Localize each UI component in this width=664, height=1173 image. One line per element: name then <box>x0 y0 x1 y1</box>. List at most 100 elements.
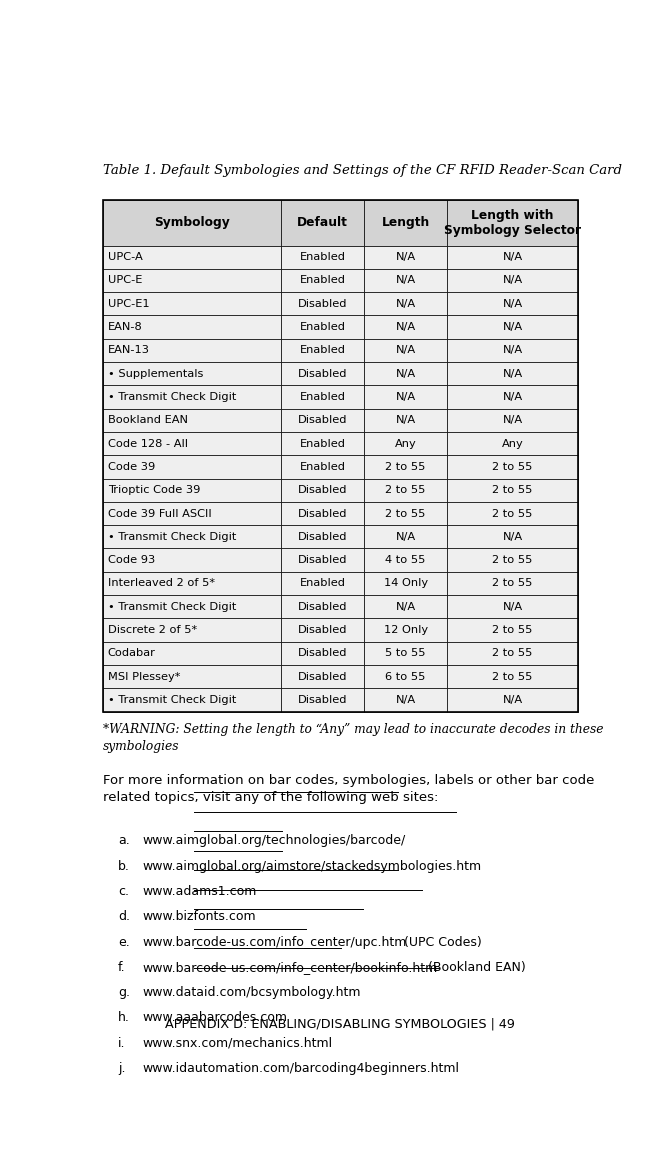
Text: MSI Plessey*: MSI Plessey* <box>108 672 180 682</box>
Text: www.aaabarcodes.com: www.aaabarcodes.com <box>143 1011 288 1024</box>
Text: 2 to 55: 2 to 55 <box>493 649 533 658</box>
Bar <box>102 571 281 595</box>
Bar <box>448 689 578 712</box>
Text: N/A: N/A <box>503 368 523 379</box>
Bar <box>102 665 281 689</box>
Bar <box>364 362 448 386</box>
Text: Interleaved 2 of 5*: Interleaved 2 of 5* <box>108 578 214 589</box>
Bar <box>102 386 281 408</box>
Bar <box>448 432 578 455</box>
Text: Any: Any <box>502 439 523 448</box>
Text: UPC-E: UPC-E <box>108 276 142 285</box>
Bar <box>281 618 364 642</box>
Text: d.: d. <box>118 910 130 923</box>
Text: N/A: N/A <box>503 276 523 285</box>
Bar <box>364 455 448 479</box>
Text: 5 to 55: 5 to 55 <box>385 649 426 658</box>
Text: EAN-13: EAN-13 <box>108 345 149 355</box>
Text: N/A: N/A <box>396 694 416 705</box>
Text: 14 Only: 14 Only <box>384 578 428 589</box>
Text: N/A: N/A <box>503 694 523 705</box>
Text: (UPC Codes): (UPC Codes) <box>400 936 482 949</box>
Text: www.barcode-us.com/info_center/upc.htm: www.barcode-us.com/info_center/upc.htm <box>143 936 407 949</box>
Text: c.: c. <box>118 884 129 899</box>
Bar <box>102 339 281 362</box>
Text: N/A: N/A <box>396 392 416 402</box>
Text: 12 Only: 12 Only <box>384 625 428 635</box>
Text: Disabled: Disabled <box>297 531 347 542</box>
Bar <box>448 245 578 269</box>
Text: 6 to 55: 6 to 55 <box>386 672 426 682</box>
Text: N/A: N/A <box>396 345 416 355</box>
Text: www.idautomation.com/barcoding4beginners.html: www.idautomation.com/barcoding4beginners… <box>143 1062 459 1074</box>
Text: Any: Any <box>395 439 416 448</box>
Text: APPENDIX D: ENABLING/DISABLING SYMBOLOGIES | 49: APPENDIX D: ENABLING/DISABLING SYMBOLOGI… <box>165 1018 515 1031</box>
Text: Enabled: Enabled <box>299 276 345 285</box>
Bar <box>448 571 578 595</box>
Text: Bookland EAN: Bookland EAN <box>108 415 188 426</box>
Text: 2 to 55: 2 to 55 <box>493 486 533 495</box>
Text: EAN-8: EAN-8 <box>108 323 143 332</box>
Text: f.: f. <box>118 961 125 974</box>
Text: www.bizfonts.com: www.bizfonts.com <box>143 910 256 923</box>
Text: UPC-E1: UPC-E1 <box>108 299 149 308</box>
Bar <box>281 292 364 316</box>
Text: Trioptic Code 39: Trioptic Code 39 <box>108 486 200 495</box>
Text: 4 to 55: 4 to 55 <box>386 555 426 565</box>
Bar <box>364 642 448 665</box>
Text: www.aimglobal.org/technologies/barcode/: www.aimglobal.org/technologies/barcode/ <box>143 834 406 847</box>
Text: Disabled: Disabled <box>297 509 347 518</box>
Bar <box>281 245 364 269</box>
Bar <box>102 595 281 618</box>
Text: a.: a. <box>118 834 129 847</box>
Bar <box>281 362 364 386</box>
Bar <box>448 292 578 316</box>
Text: • Transmit Check Digit: • Transmit Check Digit <box>108 602 236 612</box>
Bar <box>102 408 281 432</box>
Bar <box>448 549 578 571</box>
Text: www.barcode-us.com/info_center/bookinfo.htm: www.barcode-us.com/info_center/bookinfo.… <box>143 961 438 974</box>
Text: Disabled: Disabled <box>297 368 347 379</box>
Bar <box>364 316 448 339</box>
Bar <box>281 502 364 526</box>
Text: Enabled: Enabled <box>299 345 345 355</box>
Bar <box>281 201 364 245</box>
Bar <box>281 432 364 455</box>
Text: Disabled: Disabled <box>297 555 347 565</box>
Bar <box>448 362 578 386</box>
Text: N/A: N/A <box>503 602 523 612</box>
Text: Enabled: Enabled <box>299 439 345 448</box>
Text: Disabled: Disabled <box>297 486 347 495</box>
Text: Enabled: Enabled <box>299 392 345 402</box>
Bar <box>364 549 448 571</box>
Bar <box>281 316 364 339</box>
Text: e.: e. <box>118 936 129 949</box>
Bar <box>364 689 448 712</box>
Text: N/A: N/A <box>396 323 416 332</box>
Bar <box>448 408 578 432</box>
Bar <box>281 642 364 665</box>
Text: Disabled: Disabled <box>297 625 347 635</box>
Text: N/A: N/A <box>503 252 523 263</box>
Text: N/A: N/A <box>396 415 416 426</box>
Bar <box>448 618 578 642</box>
Text: • Supplementals: • Supplementals <box>108 368 203 379</box>
Text: Enabled: Enabled <box>299 578 345 589</box>
Bar <box>364 502 448 526</box>
Bar <box>281 479 364 502</box>
Text: UPC-A: UPC-A <box>108 252 143 263</box>
Bar <box>448 339 578 362</box>
Text: N/A: N/A <box>503 415 523 426</box>
Text: Code 93: Code 93 <box>108 555 155 565</box>
Bar <box>102 269 281 292</box>
Bar <box>448 665 578 689</box>
Bar <box>364 526 448 549</box>
Bar <box>364 386 448 408</box>
Bar <box>281 595 364 618</box>
Bar <box>102 549 281 571</box>
Text: Code 39 Full ASCII: Code 39 Full ASCII <box>108 509 211 518</box>
Text: Code 39: Code 39 <box>108 462 155 472</box>
Bar <box>102 479 281 502</box>
Bar <box>102 292 281 316</box>
Bar <box>281 408 364 432</box>
